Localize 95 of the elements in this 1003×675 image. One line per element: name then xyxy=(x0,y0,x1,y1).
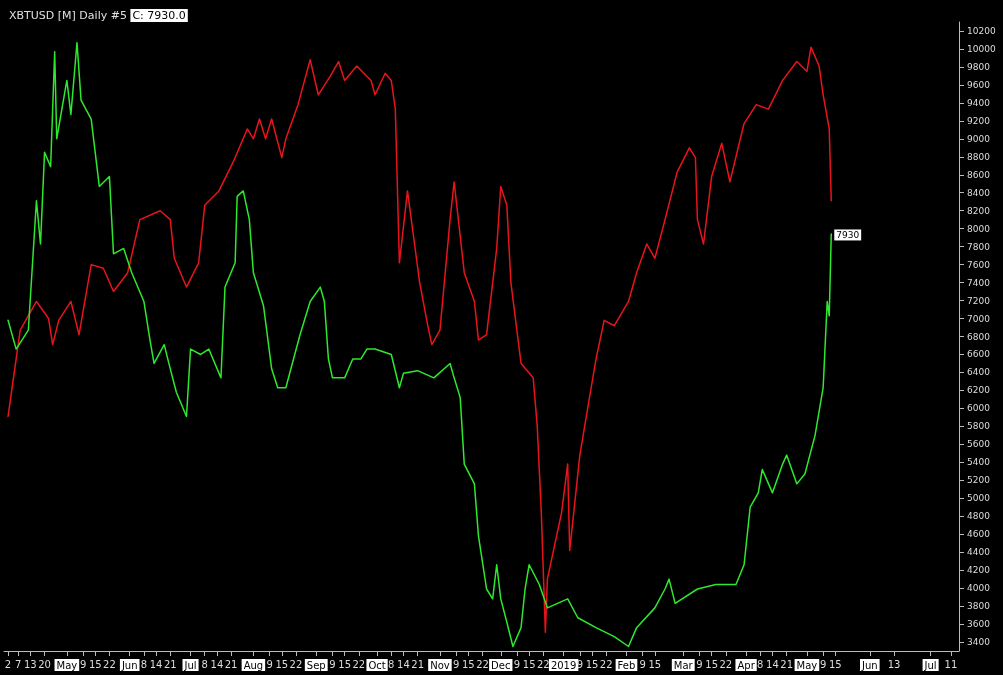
x-tick-label: 22 xyxy=(719,658,733,670)
y-tick-label: 7200 xyxy=(967,295,991,306)
y-tick-label: 4200 xyxy=(967,565,991,576)
x-tick-label: Nov xyxy=(430,659,450,671)
x-tick-label: 15 xyxy=(88,658,102,670)
y-tick-label: 4000 xyxy=(967,583,991,594)
y-tick-label: 8800 xyxy=(967,151,991,162)
x-tick-label: 14 xyxy=(766,658,779,670)
y-tick-label: 10000 xyxy=(967,43,996,54)
x-tick-label: 9 xyxy=(639,658,646,670)
x-tick-label: 8 xyxy=(388,658,395,670)
x-tick-label: 22 xyxy=(289,658,303,670)
y-tick-label: 9200 xyxy=(967,115,991,126)
y-tick-label: 4400 xyxy=(967,547,991,558)
x-tick-label: May xyxy=(56,659,78,671)
x-tick-label: 22 xyxy=(103,658,116,670)
y-tick-label: 4800 xyxy=(967,511,991,522)
y-tick-label: 5000 xyxy=(967,493,991,504)
x-tick-label: Mar xyxy=(673,659,694,671)
y-tick-label: 8600 xyxy=(967,169,991,180)
x-tick-label: 2 xyxy=(4,658,12,670)
x-tick-label: 22 xyxy=(599,658,613,670)
x-tick-label: Apr xyxy=(737,659,756,671)
x-tick-label: 2019 xyxy=(550,659,577,671)
x-tick-label: 14 xyxy=(210,658,224,670)
x-tick-label: Feb xyxy=(617,659,636,671)
y-tick-label: 8200 xyxy=(967,205,991,216)
y-tick-label: 5200 xyxy=(967,475,991,486)
chart-title: XBTUSD [M] Daily #5 xyxy=(9,9,131,22)
x-tick-label: 9 xyxy=(79,658,87,670)
y-tick-label: 9800 xyxy=(967,61,991,72)
y-tick-label: 5600 xyxy=(967,439,991,450)
x-tick-label: 14 xyxy=(149,658,163,670)
x-tick-label: 15 xyxy=(705,658,718,670)
x-tick-label: 8 xyxy=(757,658,764,670)
y-tick-label: 6600 xyxy=(967,349,991,360)
x-tick-label: Oct xyxy=(368,659,386,671)
x-tick-label: 15 xyxy=(275,658,289,670)
x-tick-label: 9 xyxy=(266,658,273,670)
x-tick-label: 22 xyxy=(536,658,550,670)
y-tick-label: 8000 xyxy=(967,223,991,234)
x-tick-label: 15 xyxy=(461,658,475,670)
y-tick-label: 8400 xyxy=(967,187,991,198)
x-tick-label: 21 xyxy=(163,658,177,670)
x-tick-label: 8 xyxy=(201,658,208,670)
x-tick-label: Jul xyxy=(183,659,197,671)
x-tick-label: 20 xyxy=(38,658,51,670)
x-tick-label: 7 xyxy=(15,658,22,670)
x-tick-label: 15 xyxy=(648,658,662,670)
y-tick-label: 6400 xyxy=(967,367,991,378)
y-tick-label: 7600 xyxy=(967,259,991,270)
y-tick-label: 6200 xyxy=(967,385,991,396)
y-tick-label: 9600 xyxy=(967,79,991,90)
y-tick-label: 9400 xyxy=(967,97,991,108)
x-tick-label: 9 xyxy=(329,658,336,670)
x-tick-label: 14 xyxy=(397,658,410,670)
x-tick-label: Jun xyxy=(120,659,138,671)
x-tick-label: Jun xyxy=(860,659,878,671)
x-tick-label: 15 xyxy=(828,658,842,670)
x-tick-label: 9 xyxy=(819,658,827,670)
x-tick-label: Aug xyxy=(243,659,264,671)
y-tick-label: 4600 xyxy=(967,529,991,540)
y-tick-label: 5400 xyxy=(967,457,991,468)
annotation: 7930 xyxy=(836,229,860,240)
x-tick-label: Sep xyxy=(306,659,326,671)
x-tick-label: 9 xyxy=(452,658,460,670)
x-tick-label: 13 xyxy=(23,658,37,670)
x-tick-label: 15 xyxy=(585,658,599,670)
text: C: 7930.0 xyxy=(132,9,186,22)
y-tick-label: 7800 xyxy=(967,241,991,252)
y-tick-label: 9000 xyxy=(967,133,991,144)
x-tick-label: Jul xyxy=(923,659,937,671)
y-tick-label: 5800 xyxy=(967,421,991,432)
y-tick-label: 3600 xyxy=(967,619,991,630)
y-tick-label: 3800 xyxy=(967,601,991,612)
y-tick-label: 7000 xyxy=(967,313,991,324)
x-tick-label: 15 xyxy=(338,658,351,670)
y-tick-label: 7400 xyxy=(967,277,991,288)
x-tick-label: 22 xyxy=(352,658,366,670)
x-tick-label: 21 xyxy=(411,658,424,670)
x-tick-label: 11 xyxy=(944,658,958,670)
x-tick-label: 8 xyxy=(140,658,148,670)
x-tick-label: 9 xyxy=(696,658,703,670)
x-tick-label: 21 xyxy=(224,658,238,670)
x-tick-label: May xyxy=(796,659,818,671)
x-tick-label: 9 xyxy=(513,658,521,670)
x-tick-label: Dec xyxy=(491,659,511,671)
y-tick-label: 6000 xyxy=(967,403,991,414)
y-tick-label: 3400 xyxy=(967,637,991,648)
x-tick-label: 13 xyxy=(887,658,901,670)
y-tick-label: 10200 xyxy=(967,25,996,36)
x-tick-label: 15 xyxy=(522,658,536,670)
y-tick-label: 6800 xyxy=(967,331,991,342)
x-tick-label: 21 xyxy=(780,658,794,670)
x-tick-label: 22 xyxy=(476,658,489,670)
